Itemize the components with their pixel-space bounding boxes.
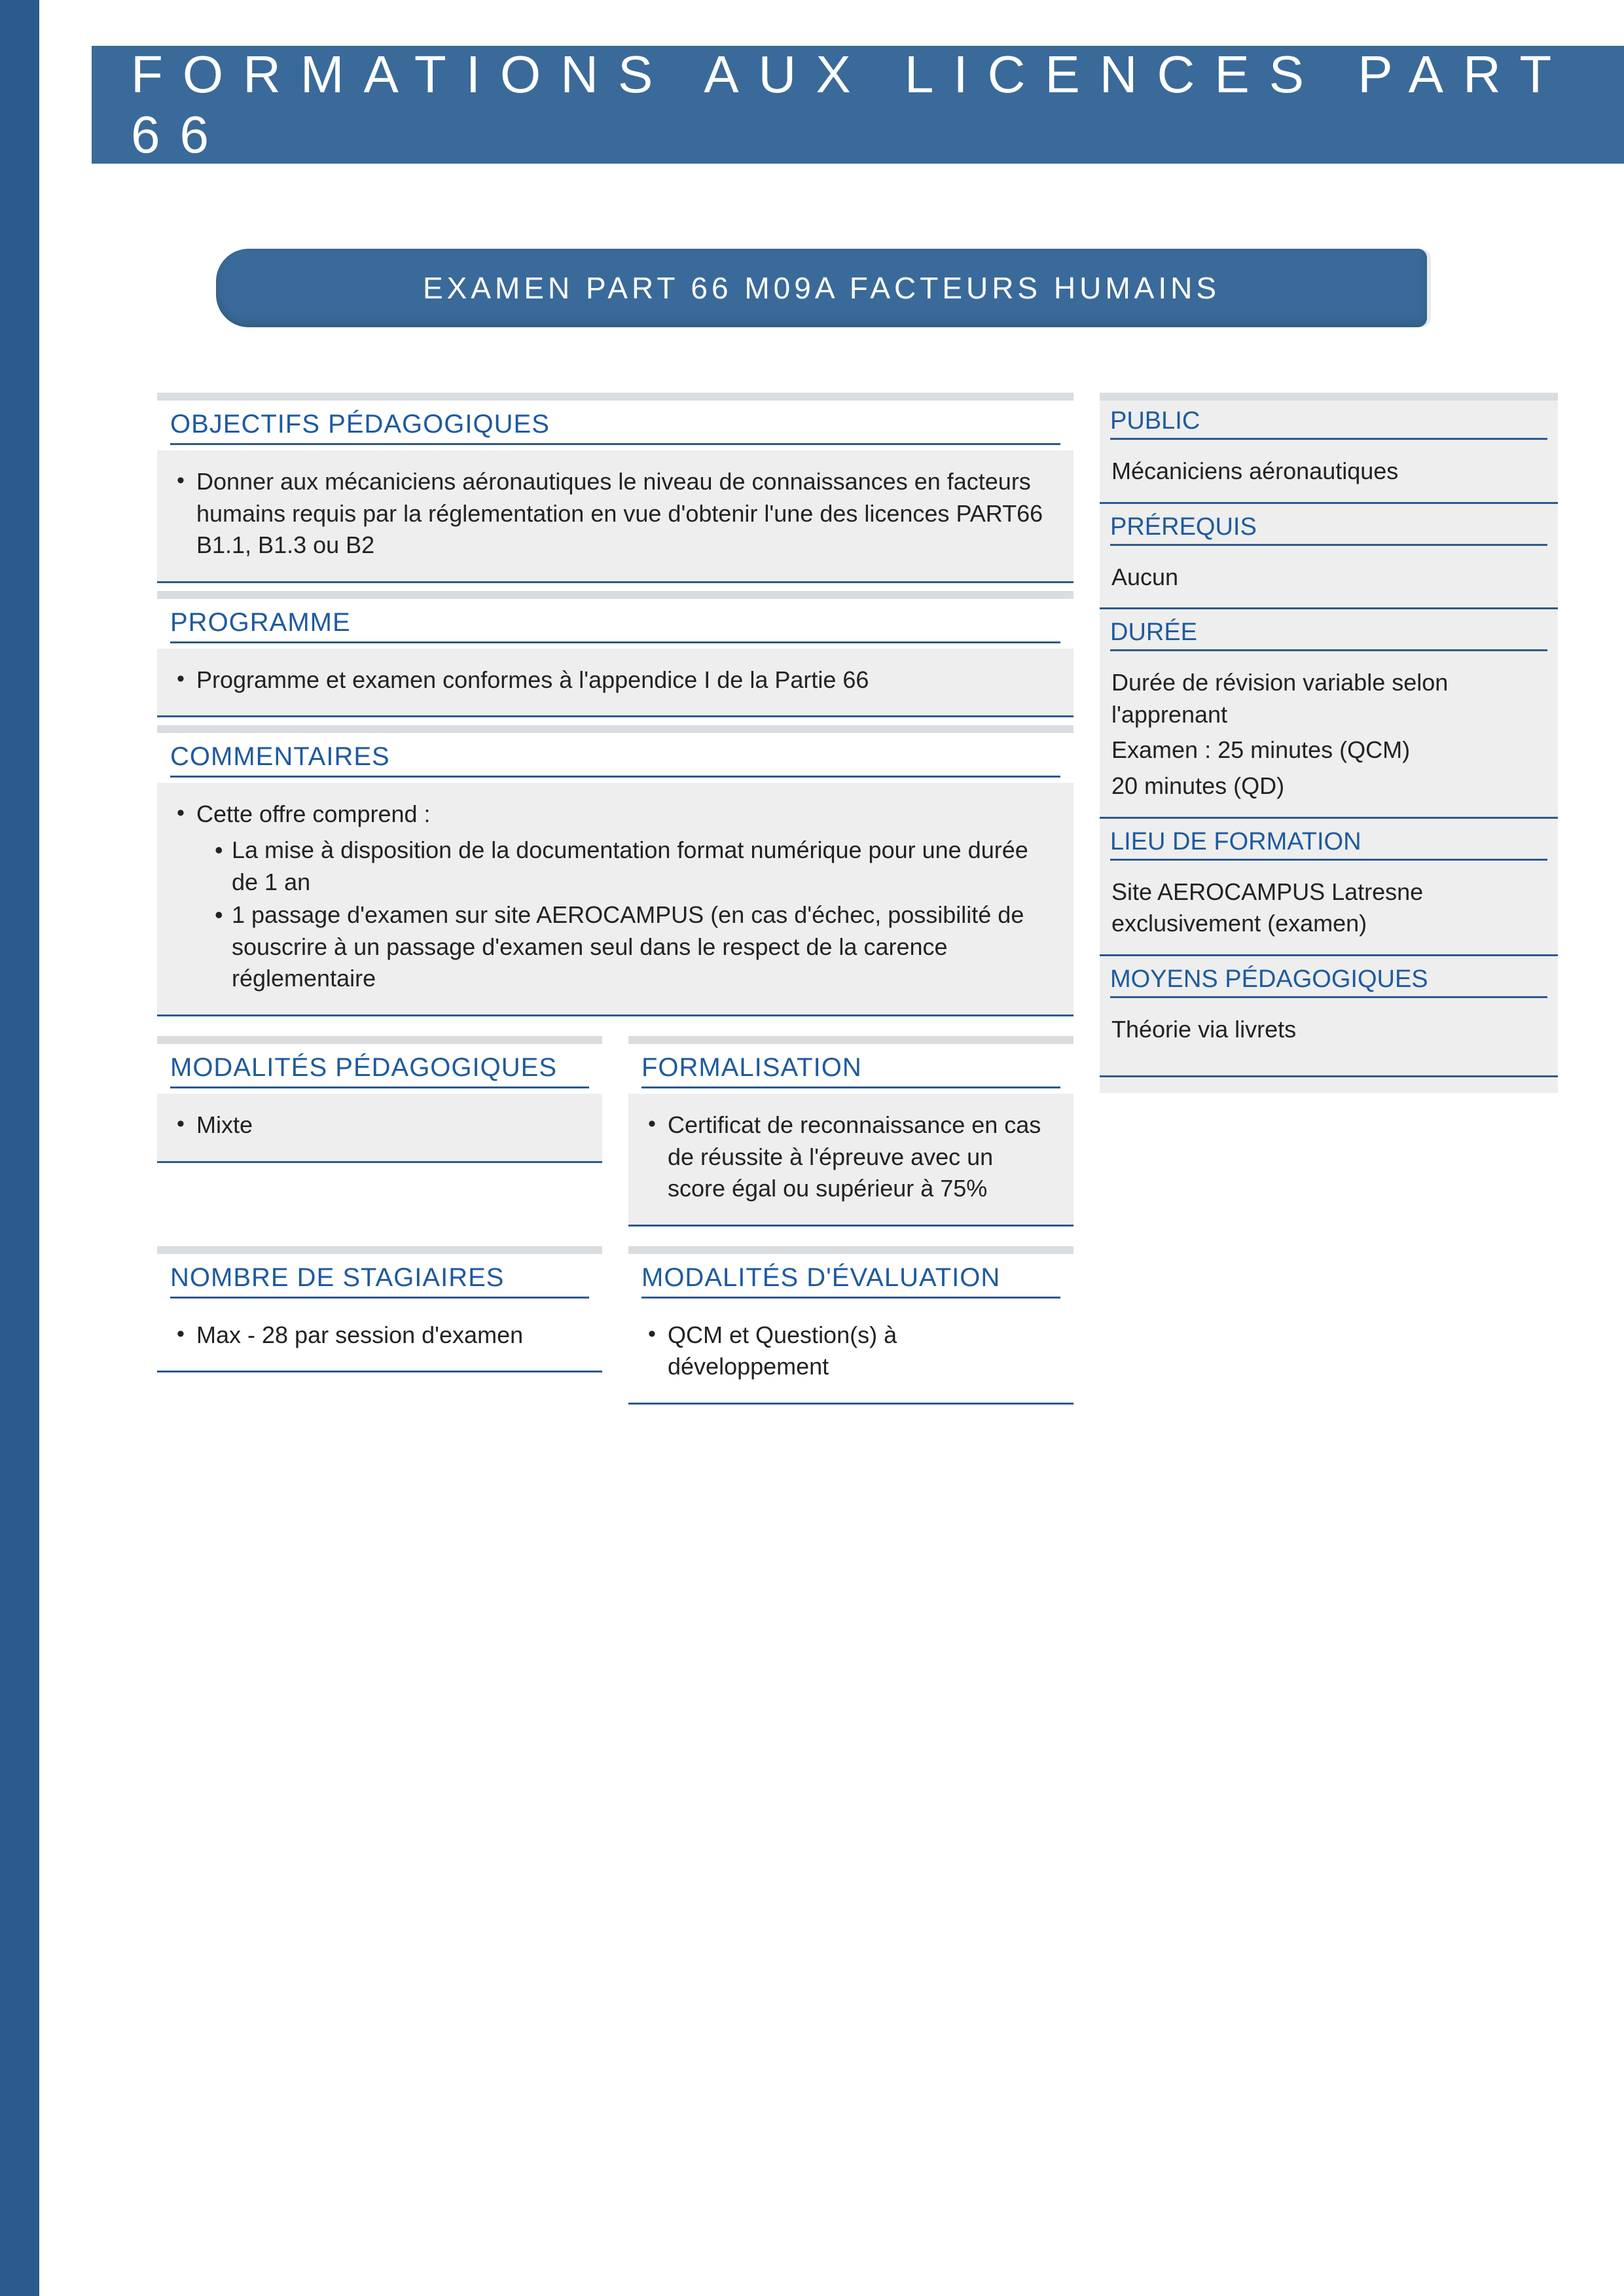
rule bbox=[641, 1297, 1060, 1299]
side-title-lieu: LIEU DE FORMATION bbox=[1110, 828, 1547, 856]
side-column: PUBLIC Mécaniciens aéronautiques PRÉREQU… bbox=[1100, 393, 1558, 1424]
row-stagiaires-eval: NOMBRE DE STAGIAIRES Max - 28 par sessio… bbox=[157, 1246, 1074, 1424]
block-modalites-eval: MODALITÉS D'ÉVALUATION QCM et Question(s… bbox=[628, 1246, 1074, 1405]
main-column: OBJECTIFS PÉDAGOGIQUES Donner aux mécani… bbox=[157, 393, 1074, 1424]
rule bbox=[641, 1086, 1060, 1088]
block-modalites-pedago: MODALITÉS PÉDAGOGIQUES Mixte bbox=[157, 1036, 602, 1227]
row-modalites-formalisation: MODALITÉS PÉDAGOGIQUES Mixte FORMALISATI… bbox=[157, 1036, 1074, 1246]
title-modalites-eval: MODALITÉS D'ÉVALUATION bbox=[641, 1263, 1060, 1293]
title-objectifs: OBJECTIFS PÉDAGOGIQUES bbox=[170, 410, 1060, 439]
rule bbox=[1110, 544, 1547, 546]
title-modalites-pedago: MODALITÉS PÉDAGOGIQUES bbox=[170, 1053, 589, 1083]
block-objectifs: OBJECTIFS PÉDAGOGIQUES Donner aux mécani… bbox=[157, 393, 1074, 583]
modalites-pedago-item: Mixte bbox=[174, 1109, 585, 1141]
block-formalisation: FORMALISATION Certificat de reconnaissan… bbox=[628, 1036, 1074, 1227]
side-lieu-text: Site AEROCAMPUS Latresne exclusivement (… bbox=[1111, 876, 1546, 940]
commentaires-sub: La mise à disposition de la documentatio… bbox=[215, 834, 1056, 898]
formalisation-item: Certificat de reconnaissance en cas de r… bbox=[645, 1109, 1056, 1205]
rule bbox=[1110, 649, 1547, 651]
side-moyens: MOYENS PÉDAGOGIQUES Théorie via livrets bbox=[1100, 959, 1558, 1078]
block-commentaires: COMMENTAIRES Cette offre comprend : La m… bbox=[157, 725, 1074, 1016]
nombre-stagiaires-item: Max - 28 par session d'examen bbox=[174, 1319, 585, 1352]
content-grid: OBJECTIFS PÉDAGOGIQUES Donner aux mécani… bbox=[157, 393, 1558, 1424]
top-banner: FORMATIONS AUX LICENCES PART 66 bbox=[92, 46, 1624, 164]
rule bbox=[170, 1086, 589, 1088]
objectifs-item: Donner aux mécaniciens aéronautiques le … bbox=[174, 466, 1056, 562]
rule bbox=[1110, 438, 1547, 440]
side-title-duree: DURÉE bbox=[1110, 619, 1547, 647]
title-nombre-stagiaires: NOMBRE DE STAGIAIRES bbox=[170, 1263, 589, 1293]
side-duree-line3: 20 minutes (QD) bbox=[1111, 770, 1546, 802]
commentaires-lead: Cette offre comprend : La mise à disposi… bbox=[174, 798, 1056, 995]
rule bbox=[170, 641, 1060, 643]
side-title-prerequis: PRÉREQUIS bbox=[1110, 513, 1547, 541]
side-title-moyens: MOYENS PÉDAGOGIQUES bbox=[1110, 965, 1547, 994]
rule bbox=[170, 1297, 589, 1299]
subtitle-bar: EXAMEN PART 66 M09A FACTEURS HUMAINS bbox=[216, 249, 1427, 327]
title-programme: PROGRAMME bbox=[170, 608, 1060, 637]
rule bbox=[170, 776, 1060, 778]
side-lieu: LIEU DE FORMATION Site AEROCAMPUS Latres… bbox=[1100, 821, 1558, 956]
programme-item: Programme et examen conformes à l'append… bbox=[174, 664, 1056, 696]
rule bbox=[170, 443, 1060, 445]
block-programme: PROGRAMME Programme et examen conformes … bbox=[157, 591, 1074, 718]
side-moyens-text: Théorie via livrets bbox=[1111, 1014, 1546, 1046]
side-duree-line2: Examen : 25 minutes (QCM) bbox=[1111, 734, 1546, 766]
page-banner-title: FORMATIONS AUX LICENCES PART 66 bbox=[131, 45, 1624, 165]
title-formalisation: FORMALISATION bbox=[641, 1053, 1060, 1083]
side-title-public: PUBLIC bbox=[1110, 407, 1547, 435]
side-prerequis-text: Aucun bbox=[1111, 562, 1546, 594]
side-prerequis: PRÉREQUIS Aucun bbox=[1100, 507, 1558, 610]
side-public: PUBLIC Mécaniciens aéronautiques bbox=[1100, 393, 1558, 504]
page-subtitle: EXAMEN PART 66 M09A FACTEURS HUMAINS bbox=[423, 270, 1220, 306]
title-commentaires: COMMENTAIRES bbox=[170, 742, 1060, 772]
rule bbox=[1110, 996, 1547, 998]
commentaires-lead-text: Cette offre comprend : bbox=[196, 800, 431, 827]
side-duree-line1: Durée de révision variable selon l'appre… bbox=[1111, 667, 1546, 730]
left-stripe bbox=[0, 0, 39, 2296]
rule bbox=[1110, 859, 1547, 861]
block-nombre-stagiaires: NOMBRE DE STAGIAIRES Max - 28 par sessio… bbox=[157, 1246, 602, 1405]
side-duree: DURÉE Durée de révision variable selon l… bbox=[1100, 612, 1558, 818]
modalites-eval-item: QCM et Question(s) à développement bbox=[645, 1319, 1056, 1383]
commentaires-sub: 1 passage d'examen sur site AEROCAMPUS (… bbox=[215, 899, 1056, 995]
side-public-text: Mécaniciens aéronautiques bbox=[1111, 456, 1546, 488]
